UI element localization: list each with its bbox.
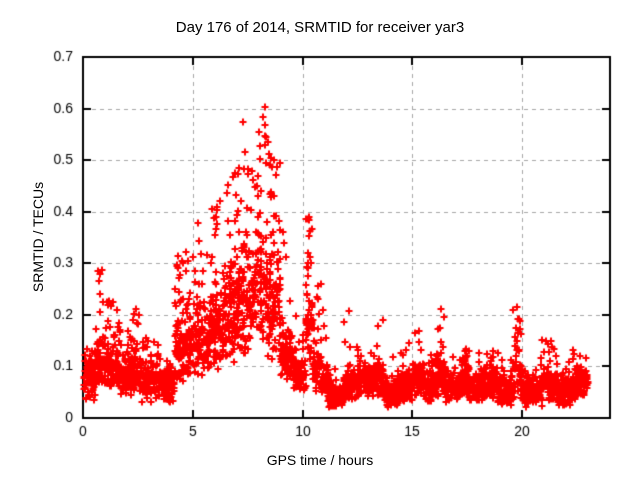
x-axis-label: GPS time / hours (266, 452, 374, 468)
y-axis-label: SRMTID / TECUs (30, 181, 46, 293)
chart-title: Day 176 of 2014, SRMTID for receiver yar… (175, 19, 465, 36)
